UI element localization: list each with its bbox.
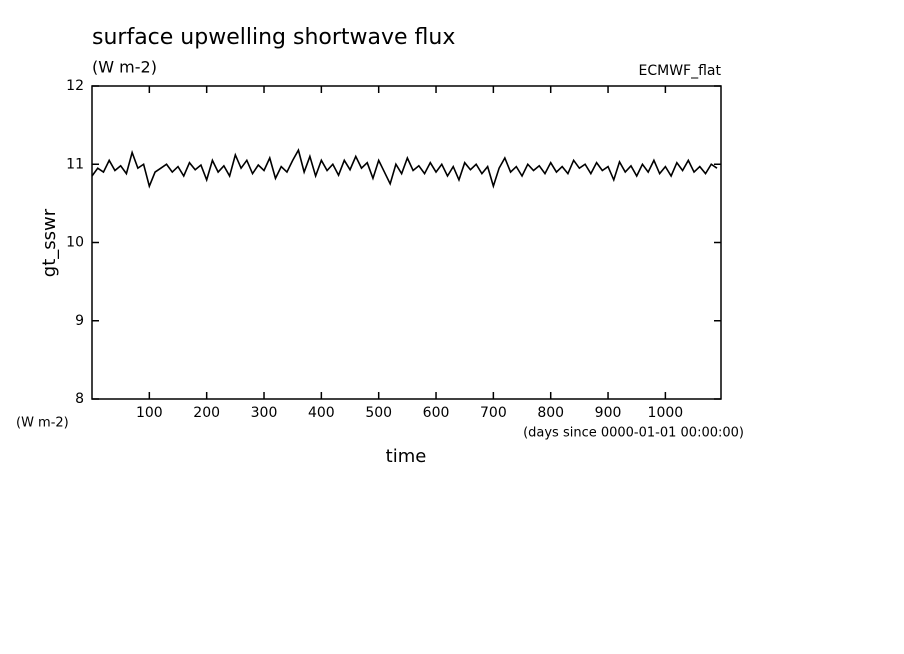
plot-frame — [91, 85, 722, 400]
x-tick-label: 300 — [251, 405, 278, 421]
units: (W m-2) — [92, 58, 157, 77]
x-tick-label: 400 — [308, 405, 335, 421]
x-tick-label: 900 — [595, 405, 622, 421]
y-axis-label: gt_sswr — [39, 208, 60, 277]
data-line — [91, 148, 718, 189]
x-tick-label: 100 — [136, 405, 163, 421]
x-axis-label: time — [386, 446, 427, 467]
chart-title: surface upwelling shortwave flux — [92, 25, 455, 50]
y-units: (W m-2) — [16, 416, 69, 431]
x-units: (days since 0000-01-01 00:00:00) — [523, 426, 744, 441]
x-tick-label: 200 — [193, 405, 220, 421]
y-tick-label: 9 — [75, 313, 84, 329]
x-tick-label: 800 — [537, 405, 564, 421]
x-tick-label: 600 — [423, 405, 450, 421]
x-tick-label: 1000 — [648, 405, 684, 421]
x-tick-label: 500 — [365, 405, 392, 421]
y-tick-label: 8 — [75, 391, 84, 407]
source: ECMWF_flat — [639, 63, 722, 79]
y-tick-label: 12 — [66, 78, 84, 94]
y-tick-label: 11 — [66, 156, 84, 172]
x-tick-label: 700 — [480, 405, 507, 421]
y-tick-label: 10 — [66, 235, 84, 251]
